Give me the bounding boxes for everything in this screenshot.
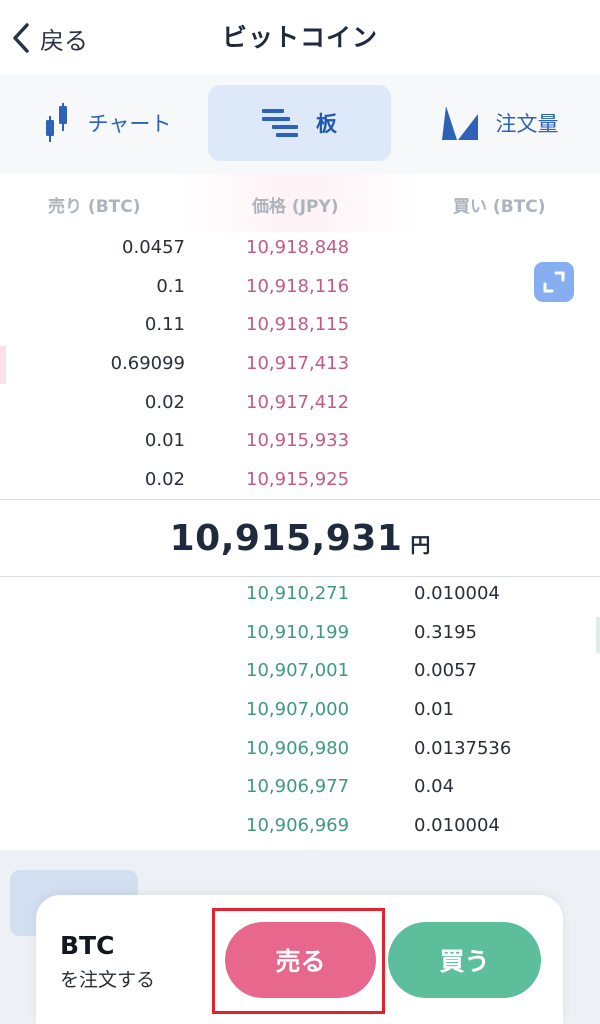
ask-depth-marker bbox=[0, 346, 6, 384]
expand-button[interactable] bbox=[534, 262, 574, 302]
tab-chart[interactable]: チャート bbox=[20, 85, 195, 161]
view-tabs: チャート 板 注文量 bbox=[0, 74, 600, 174]
tab-order-volume[interactable]: 注文量 bbox=[420, 85, 580, 161]
volume-chart-icon bbox=[441, 106, 478, 140]
order-bar: BTC を注文する 売る 買う bbox=[36, 895, 563, 1024]
bid-price: 10,906,969 bbox=[246, 815, 350, 837]
bid-price: 10,910,271 bbox=[246, 583, 350, 604]
bid-orders: 10,910,271 0.010004 10,910,199 0.3195 10… bbox=[0, 578, 600, 849]
bid-price: 10,907,001 bbox=[246, 660, 350, 682]
bid-price: 10,906,977 bbox=[246, 776, 350, 798]
ask-price: 10,918,116 bbox=[246, 275, 350, 297]
current-price-unit: 円 bbox=[410, 532, 431, 557]
current-price: 10,915,931 bbox=[169, 517, 403, 559]
ask-row[interactable]: 0.01 10,915,933 bbox=[0, 425, 600, 464]
sell-button[interactable]: 売る bbox=[225, 922, 376, 998]
back-label: 戻る bbox=[40, 26, 88, 55]
bid-row[interactable]: 10,906,977 0.04 bbox=[0, 771, 600, 810]
ask-price: 10,915,933 bbox=[246, 430, 350, 452]
ask-price: 10,918,848 bbox=[246, 237, 350, 258]
ask-row[interactable]: 0.11 10,918,115 bbox=[0, 309, 600, 348]
order-asset-subtitle: を注文する bbox=[60, 969, 156, 991]
column-header-sell: 売り (BTC) bbox=[48, 197, 141, 217]
ask-row[interactable]: 0.0457 10,918,848 bbox=[0, 232, 600, 271]
page-title: ビットコイン bbox=[221, 23, 378, 52]
candlestick-icon bbox=[45, 103, 67, 142]
bid-quantity: 0.0057 bbox=[414, 660, 477, 682]
bid-quantity: 0.010004 bbox=[414, 583, 500, 604]
bid-row[interactable]: 10,910,199 0.3195 bbox=[0, 617, 600, 656]
order-asset-name: BTC bbox=[60, 931, 115, 960]
bid-price: 10,906,980 bbox=[246, 737, 350, 759]
ask-row[interactable]: 0.1 10,918,116 bbox=[0, 271, 600, 310]
bid-quantity: 0.01 bbox=[414, 699, 455, 721]
tab-order-volume-label: 注文量 bbox=[495, 112, 559, 136]
ask-quantity: 0.02 bbox=[144, 391, 185, 413]
ask-quantity: 0.69099 bbox=[110, 353, 185, 375]
bid-row[interactable]: 10,907,000 0.01 bbox=[0, 694, 600, 733]
order-book-icon bbox=[262, 109, 298, 137]
tab-order-book-label: 板 bbox=[316, 112, 337, 136]
ask-quantity: 0.11 bbox=[144, 314, 185, 336]
bid-row[interactable]: 10,906,980 0.0137536 bbox=[0, 733, 600, 772]
back-button[interactable]: 戻る bbox=[10, 18, 88, 58]
ask-row[interactable]: 0.69099 10,917,413 bbox=[0, 348, 600, 387]
bid-price: 10,907,000 bbox=[246, 699, 350, 721]
bid-row[interactable]: 10,910,271 0.010004 bbox=[0, 578, 600, 617]
bid-quantity: 0.3195 bbox=[414, 621, 477, 643]
ask-quantity: 0.02 bbox=[144, 469, 185, 491]
bid-row[interactable]: 10,907,001 0.0057 bbox=[0, 655, 600, 694]
ask-row[interactable]: 0.02 10,917,412 bbox=[0, 387, 600, 426]
ask-quantity: 0.1 bbox=[156, 275, 185, 297]
ask-price: 10,917,413 bbox=[246, 353, 350, 375]
column-header-buy: 買い (BTC) bbox=[453, 197, 546, 217]
bid-quantity: 0.04 bbox=[414, 776, 455, 798]
bid-quantity: 0.010004 bbox=[414, 815, 500, 837]
current-price-band: 10,915,931 円 bbox=[0, 499, 600, 577]
expand-icon bbox=[543, 271, 565, 293]
bid-price: 10,910,199 bbox=[246, 621, 350, 643]
ask-price: 10,915,925 bbox=[246, 469, 350, 491]
app-header: 戻る ビットコイン bbox=[0, 0, 600, 74]
ask-price: 10,917,412 bbox=[246, 391, 350, 413]
tab-order-book[interactable]: 板 bbox=[208, 85, 391, 161]
ask-quantity: 0.01 bbox=[144, 430, 185, 452]
order-book-column-headers: 売り (BTC) 価格 (JPY) 買い (BTC) bbox=[0, 174, 600, 232]
column-header-price: 価格 (JPY) bbox=[252, 197, 339, 217]
buy-button[interactable]: 買う bbox=[388, 922, 541, 998]
chevron-left-icon bbox=[13, 23, 29, 53]
ask-quantity: 0.0457 bbox=[122, 237, 185, 258]
ask-price: 10,918,115 bbox=[246, 314, 350, 336]
bid-row[interactable]: 10,906,969 0.010004 bbox=[0, 810, 600, 849]
ask-orders: 0.0457 10,918,848 0.1 10,918,116 0.11 10… bbox=[0, 232, 600, 503]
price-column-highlight bbox=[178, 174, 418, 232]
ask-row[interactable]: 0.02 10,915,925 bbox=[0, 464, 600, 503]
tab-chart-label: チャート bbox=[87, 112, 172, 136]
bid-depth-marker bbox=[596, 617, 600, 653]
bid-quantity: 0.0137536 bbox=[414, 737, 512, 759]
